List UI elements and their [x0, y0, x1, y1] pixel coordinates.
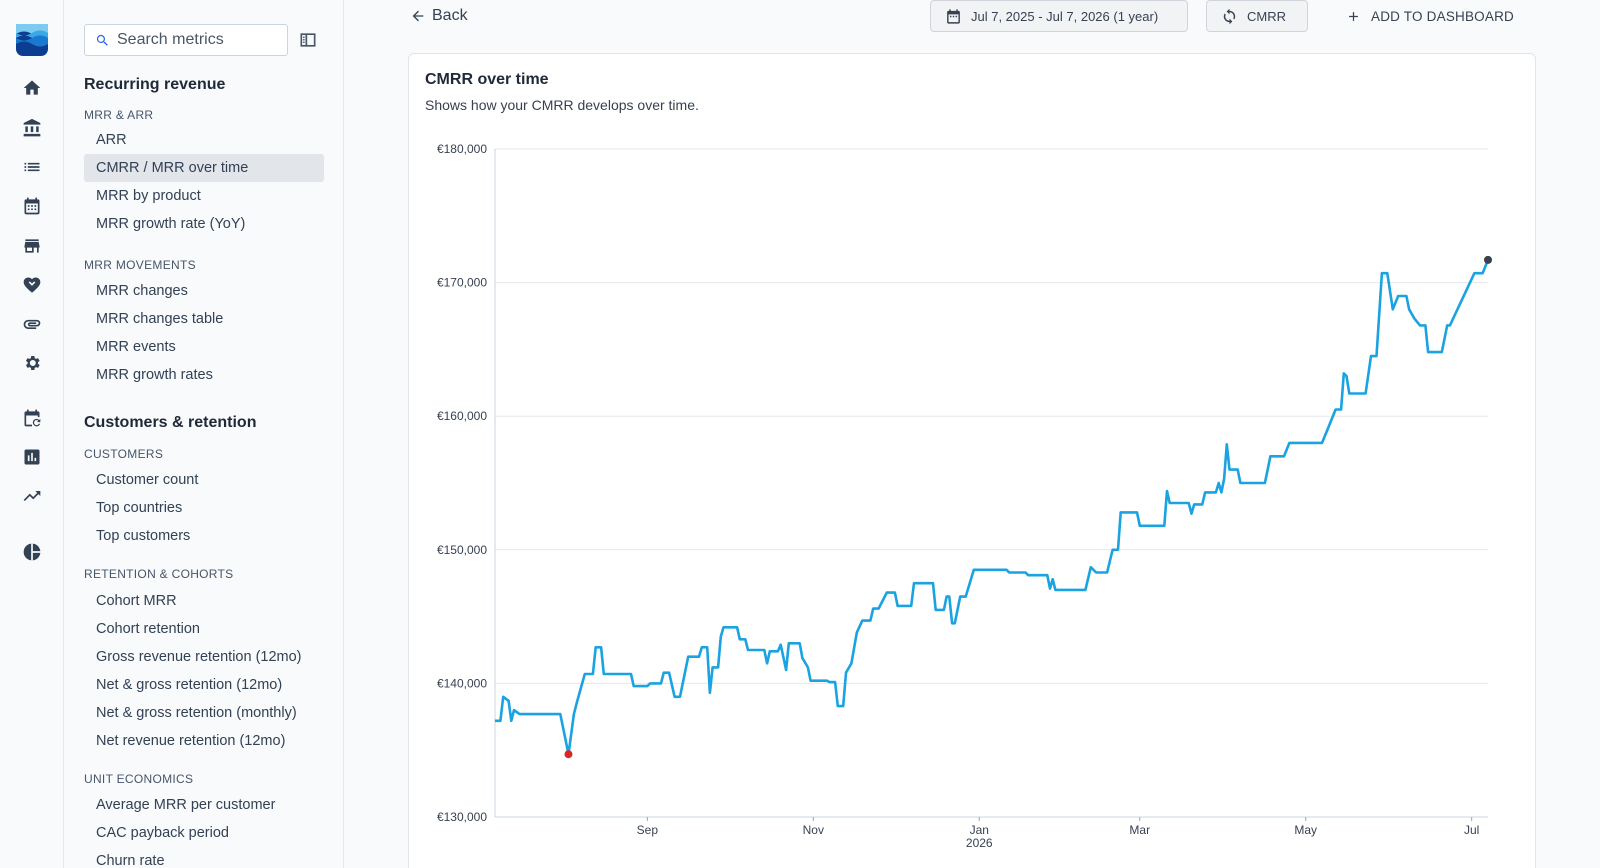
group-title-customers: CUSTOMERS	[84, 447, 164, 461]
group-title-unit-economics: UNIT ECONOMICS	[84, 772, 194, 786]
refresh-icon	[1223, 8, 1236, 24]
nav-item-net-gross-retention-monthly[interactable]: Net & gross retention (monthly)	[96, 705, 297, 721]
group-title-mrr-arr: MRR & ARR	[84, 108, 154, 122]
back-label: Back	[432, 7, 468, 24]
nav-item-top-countries[interactable]: Top countries	[96, 500, 183, 516]
section-title-recurring-revenue: Recurring revenue	[84, 76, 226, 93]
min-value-marker[interactable]	[564, 750, 573, 759]
group-title-mrr-movements: MRR MOVEMENTS	[84, 258, 196, 272]
calendar-refresh-icon[interactable]	[20, 406, 44, 430]
chart-grid	[495, 148, 1488, 818]
x-tick-label: Jan	[970, 823, 989, 837]
cmrr-series-line[interactable]	[495, 259, 1490, 756]
nav-item-cac-payback-period[interactable]: CAC payback period	[96, 825, 229, 841]
search-input[interactable]	[117, 31, 277, 49]
sidebar-toggle-icon[interactable]	[298, 30, 318, 50]
chart-card: CMRR over time Shows how your CMRR devel…	[408, 53, 1536, 868]
nav-item-net-gross-retention-12mo[interactable]: Net & gross retention (12mo)	[96, 677, 283, 693]
calendar-icon[interactable]	[20, 194, 44, 218]
y-tick-label: €160,000	[437, 409, 487, 423]
back-button[interactable]: Back	[410, 4, 468, 28]
home-icon[interactable]	[20, 76, 44, 100]
x-tick-label: May	[1294, 823, 1317, 837]
chart-title: CMRR over time	[425, 71, 549, 88]
date-range-button[interactable]: Jul 7, 2025 - Jul 7, 2026 (1 year)	[930, 0, 1188, 32]
date-range-label: Jul 7, 2025 - Jul 7, 2026 (1 year)	[971, 8, 1159, 24]
nav-item-arr[interactable]: ARR	[96, 132, 127, 148]
y-tick-label: €150,000	[437, 543, 487, 557]
bar-chart-icon[interactable]	[20, 445, 44, 469]
group-title-retention-cohorts: RETENTION & COHORTS	[84, 567, 234, 581]
x-tick-label: Jul	[1464, 823, 1479, 837]
gear-icon[interactable]	[20, 351, 44, 375]
nav-item-mrr-changes-table[interactable]: MRR changes table	[96, 311, 224, 327]
chart-subtitle: Shows how your CMRR develops over time.	[425, 97, 699, 113]
app-logo[interactable]	[16, 24, 48, 56]
list-icon[interactable]	[20, 155, 44, 179]
y-tick-label: €140,000	[437, 676, 487, 690]
plus-icon	[1349, 11, 1358, 21]
nav-item-average-mrr-per-customer[interactable]: Average MRR per customer	[96, 797, 276, 813]
nav-item-top-customers[interactable]: Top customers	[96, 528, 191, 544]
arrow-left-icon	[412, 10, 424, 22]
nav-item-mrr-events[interactable]: MRR events	[96, 339, 176, 355]
metrics-sidebar: Recurring revenue MRR & ARR ARR CMRR / M…	[64, 0, 344, 868]
nav-item-mrr-changes[interactable]: MRR changes	[96, 283, 188, 299]
metric-toggle-label: CMRR	[1247, 8, 1286, 24]
metric-toggle-button[interactable]: CMRR	[1206, 0, 1308, 32]
trending-up-icon[interactable]	[20, 484, 44, 508]
x-tick-label: Sep	[637, 823, 659, 837]
search-box[interactable]	[84, 24, 288, 56]
nav-item-cohort-retention[interactable]: Cohort retention	[96, 621, 200, 637]
nav-item-mrr-by-product[interactable]: MRR by product	[96, 188, 201, 204]
nav-item-cmrr-mrr-over-time[interactable]: CMRR / MRR over time	[84, 154, 324, 182]
x-tick-year-label: 2026	[966, 836, 993, 850]
y-tick-label: €180,000	[437, 142, 487, 156]
chart-axes: €130,000 €140,000 €150,000 €160,000 €170,000…	[437, 142, 1488, 850]
pie-chart-icon[interactable]	[20, 540, 44, 564]
nav-item-mrr-growth-rate-yoy[interactable]: MRR growth rate (YoY)	[96, 216, 246, 232]
search-icon	[96, 34, 108, 46]
attachment-icon[interactable]	[20, 312, 44, 336]
x-tick-label: Nov	[803, 823, 824, 837]
bank-icon[interactable]	[20, 116, 44, 140]
nav-item-customer-count[interactable]: Customer count	[96, 472, 199, 488]
main-content: Back Jul 7, 2025 - Jul 7, 2026 (1 year) …	[344, 0, 1600, 868]
nav-item-gross-revenue-retention[interactable]: Gross revenue retention (12mo)	[96, 649, 302, 665]
x-tick-label: Mar	[1129, 823, 1150, 837]
nav-item-cohort-mrr[interactable]: Cohort MRR	[96, 593, 177, 609]
chart-line-layer	[495, 255, 1492, 759]
add-to-dashboard-label: ADD TO DASHBOARD	[1371, 8, 1514, 24]
store-icon[interactable]	[20, 234, 44, 258]
nav-item-churn-rate[interactable]: Churn rate	[96, 853, 165, 868]
cmrr-line-chart[interactable]: €130,000 €140,000 €150,000 €160,000 €170,000…	[409, 54, 1537, 868]
calendar-icon	[947, 8, 960, 24]
handshake-icon[interactable]	[20, 273, 44, 297]
add-to-dashboard-button[interactable]: ADD TO DASHBOARD	[1346, 4, 1514, 28]
y-tick-label: €130,000	[437, 810, 487, 824]
section-title-customers-retention: Customers & retention	[84, 414, 257, 431]
latest-value-marker[interactable]	[1484, 255, 1492, 264]
y-tick-label: €170,000	[437, 276, 487, 290]
nav-item-net-revenue-retention[interactable]: Net revenue retention (12mo)	[96, 733, 286, 749]
nav-item-mrr-growth-rates[interactable]: MRR growth rates	[96, 367, 213, 383]
icon-rail	[0, 0, 64, 868]
